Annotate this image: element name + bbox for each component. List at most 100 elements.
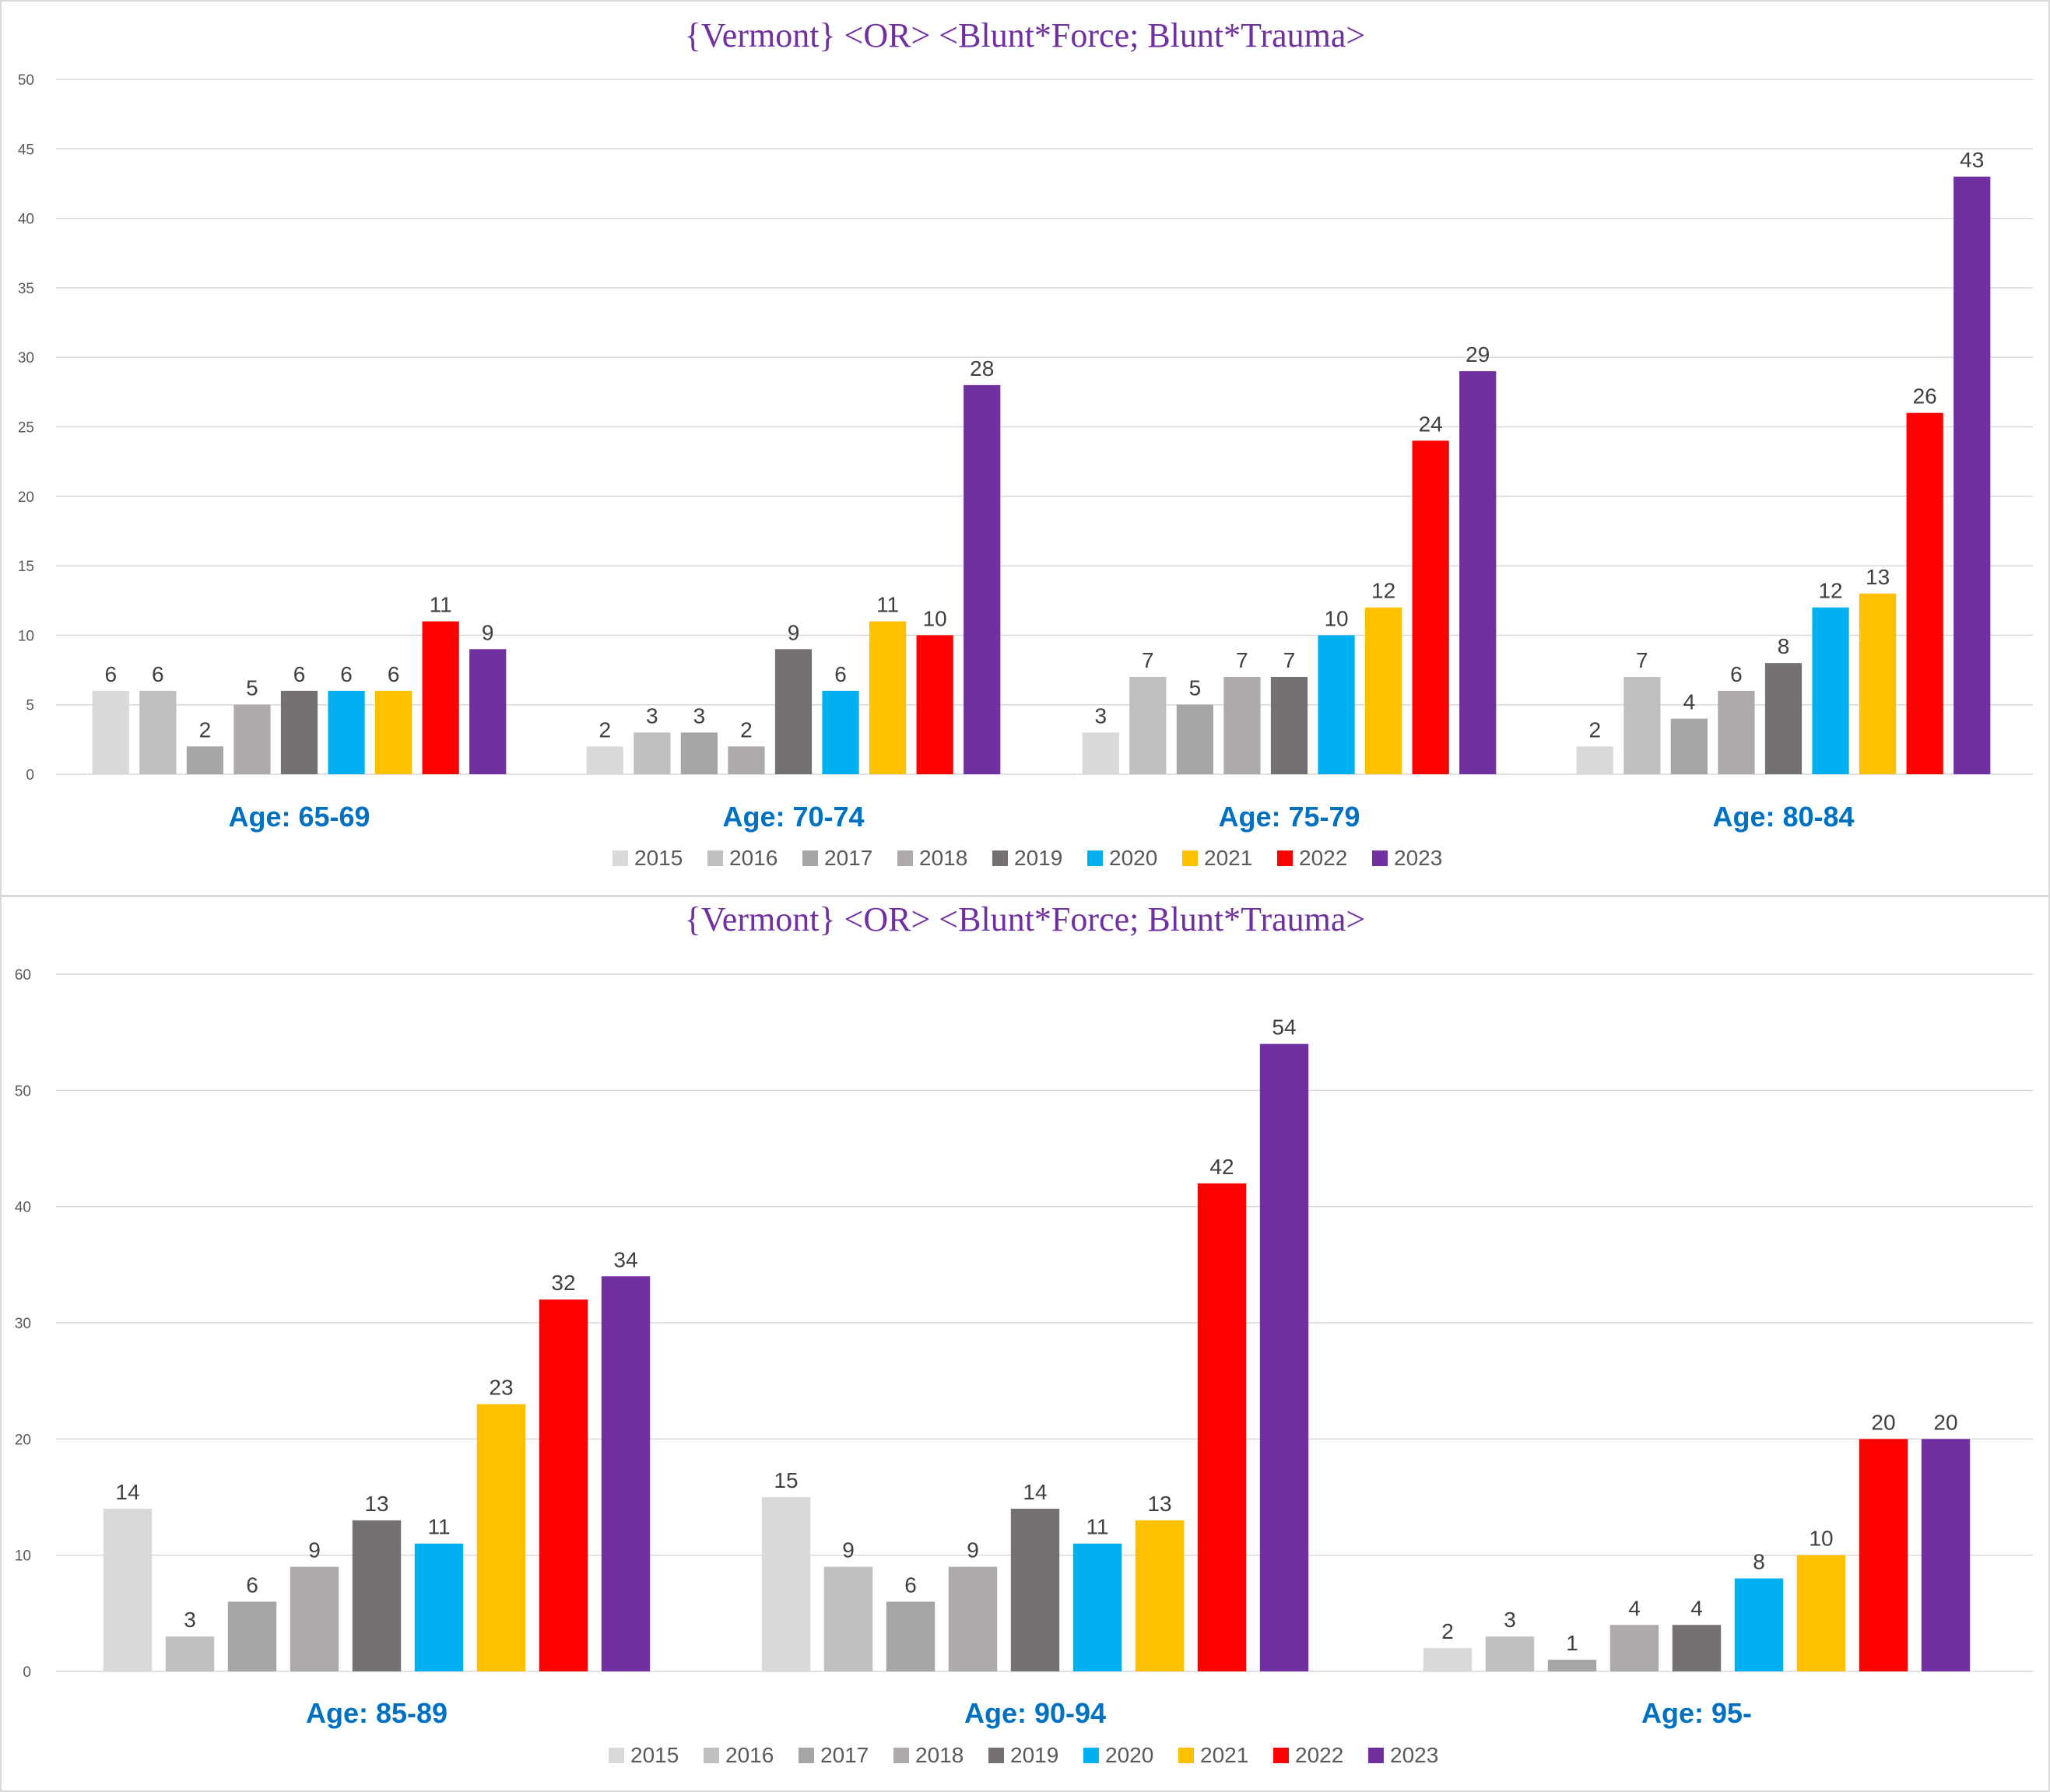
category-label: Age: 80-84 [1712,801,1854,833]
bar-2017 [886,1601,935,1671]
data-label: 9 [788,620,800,644]
bar-2020 [1812,607,1849,774]
bar-2020 [1734,1578,1784,1671]
legend-label-2015: 2015 [630,1743,679,1767]
bar-2022 [1859,1439,1908,1671]
data-label: 6 [1730,662,1743,686]
data-label: 29 [1466,342,1490,366]
bar-2018 [290,1566,339,1671]
data-label: 4 [1690,1596,1703,1620]
bar-2022 [1906,412,1943,774]
category-label: Age: 85-89 [306,1697,448,1729]
legend-label-2023: 2023 [1390,1743,1438,1767]
data-label: 42 [1209,1155,1234,1179]
y-tick-label: 30 [18,350,34,366]
data-label: 3 [1094,703,1107,728]
legend-swatch-2023 [1368,1748,1384,1763]
chart-top-svg: {Vermont} <OR> <Blunt*Force; Blunt*Traum… [18,16,2033,870]
bar-2021 [1135,1520,1185,1671]
bar-2017 [680,732,718,774]
y-tick-label: 0 [23,1664,31,1681]
bar-2017 [186,746,224,774]
data-label: 10 [1809,1527,1833,1551]
bar-2023 [1921,1439,1971,1671]
bar-2022 [916,635,953,774]
bar-2015 [761,1497,811,1671]
legend-label-2018: 2018 [919,846,967,870]
legend-swatch-2019 [988,1748,1004,1763]
bar-2022 [1197,1183,1247,1671]
bar-2017 [227,1601,277,1671]
data-label: 26 [1913,384,1937,409]
bar-2017 [1547,1660,1597,1671]
data-label: 2 [599,717,611,742]
chart-panel-top: {Vermont} <OR> <Blunt*Force; Blunt*Traum… [0,0,2050,896]
legend-swatch-2022 [1273,1748,1289,1763]
bar-2019 [352,1520,402,1671]
category-label: Age: 95- [1641,1697,1752,1729]
legend-label-2020: 2020 [1105,1743,1153,1767]
bar-2019 [280,690,318,774]
data-label: 12 [1371,579,1395,603]
category-label: Age: 75-79 [1218,801,1360,833]
y-tick-label: 10 [15,1548,31,1565]
chart-title: {Vermont} <OR> <Blunt*Force; Blunt*Traum… [685,16,1365,54]
bar-2023 [964,384,1001,774]
bar-2022 [1412,440,1449,774]
data-label: 7 [1142,648,1154,672]
y-tick-label: 40 [18,212,34,228]
legend-swatch-2023 [1372,850,1388,866]
data-label: 2 [1441,1619,1454,1643]
data-label: 13 [1866,565,1890,589]
data-label: 6 [904,1573,917,1597]
data-label: 8 [1778,634,1790,658]
y-tick-label: 15 [18,559,34,575]
data-label: 13 [364,1492,388,1516]
legend-label-2019: 2019 [1010,1743,1058,1767]
chart-panel-bottom: {Vermont} <OR> <Blunt*Force; Blunt*Traum… [0,896,2050,1792]
y-tick-label: 30 [15,1316,31,1332]
y-tick-label: 45 [18,142,34,158]
bar-2023 [1259,1043,1309,1671]
y-tick-label: 25 [18,420,34,437]
bar-2020 [822,690,859,774]
bar-2019 [1672,1625,1722,1671]
legend-label-2023: 2023 [1394,846,1442,870]
data-label: 9 [482,620,494,644]
y-tick-label: 50 [15,1083,31,1099]
data-label: 9 [308,1538,321,1562]
bar-2022 [422,621,459,774]
legend-swatch-2021 [1182,850,1198,866]
bar-2019 [774,649,813,774]
bar-2016 [1485,1636,1535,1671]
bar-2016 [634,732,671,774]
data-label: 4 [1683,690,1696,714]
data-label: 11 [430,593,452,617]
data-label: 23 [489,1376,513,1400]
legend-swatch-2017 [802,850,818,866]
chart-title: {Vermont} <OR> <Blunt*Force; Blunt*Traum… [685,900,1365,938]
legend-swatch-2015 [613,850,628,866]
data-label: 11 [427,1515,450,1539]
data-label: 10 [1324,606,1348,630]
data-label: 3 [693,703,706,728]
bar-2021 [1796,1555,1846,1671]
bar-2020 [1072,1543,1122,1671]
legend-swatch-2022 [1277,850,1293,866]
bar-2015 [1576,746,1613,774]
data-label: 2 [199,717,212,742]
bar-2018 [1718,690,1755,774]
legend-label-2016: 2016 [729,846,778,870]
data-label: 11 [1086,1515,1108,1539]
data-label: 14 [1023,1480,1047,1504]
chart-bottom-svg: {Vermont} <OR> <Blunt*Force; Blunt*Traum… [15,900,2033,1767]
bar-2018 [1609,1625,1659,1671]
bar-2018 [1223,676,1261,774]
y-tick-label: 35 [18,281,34,297]
legend-label-2022: 2022 [1299,846,1347,870]
bar-2018 [233,704,271,774]
legend-swatch-2015 [609,1748,624,1763]
bar-2021 [374,690,412,774]
bar-2017 [1176,704,1214,774]
legend-swatch-2016 [707,850,723,866]
